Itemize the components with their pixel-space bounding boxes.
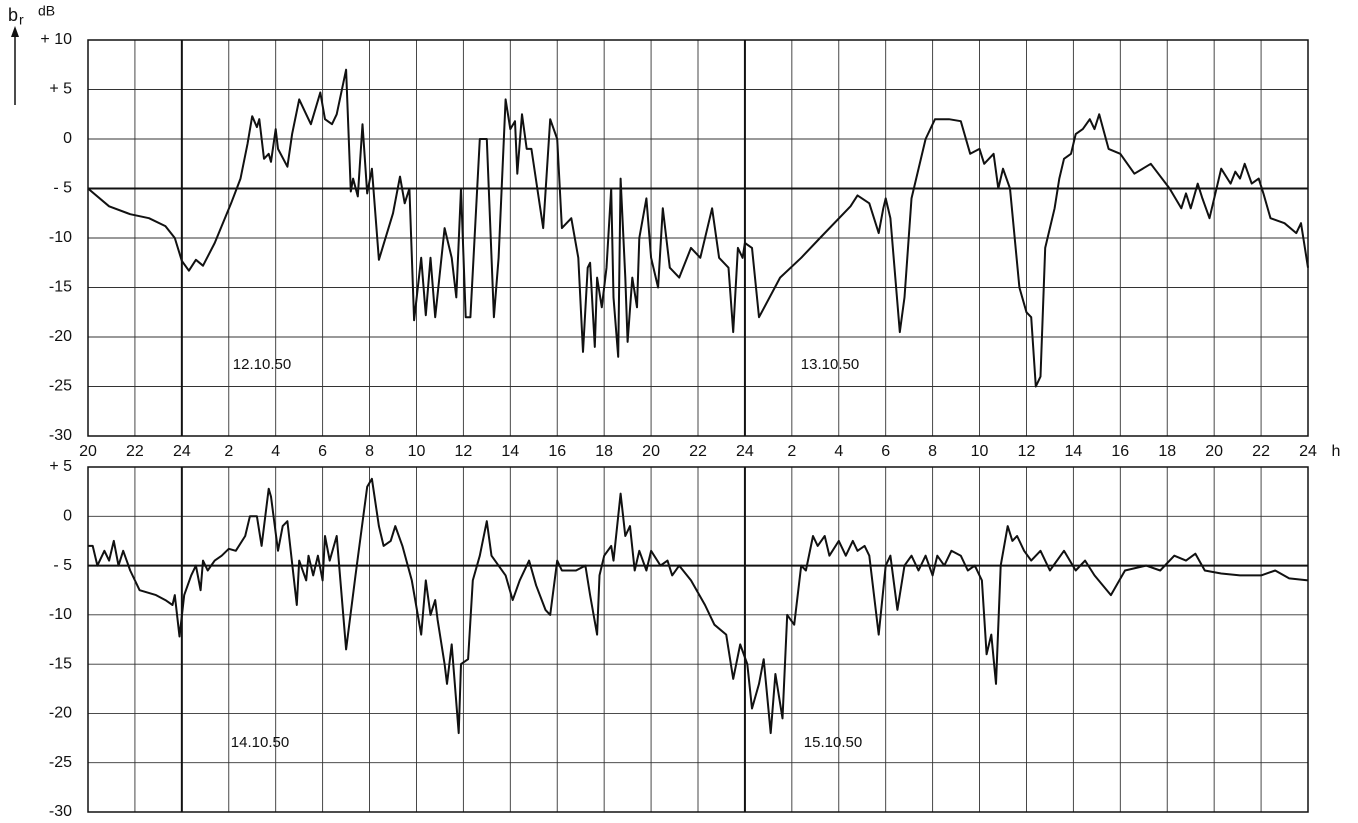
y-tick-label: -20 — [49, 705, 72, 722]
y-tick-label: -25 — [49, 378, 72, 395]
x-tick-label: 12 — [454, 443, 472, 460]
y-tick-label: 0 — [63, 130, 72, 147]
y-tick-label: -10 — [49, 229, 72, 246]
x-tick-label: 2 — [787, 443, 796, 460]
date-annotation: 12.10.50 — [233, 356, 291, 373]
x-tick-label: 22 — [1252, 443, 1270, 460]
x-tick-label: 24 — [736, 443, 754, 460]
x-tick-label: 4 — [271, 443, 280, 460]
x-tick-label: 4 — [834, 443, 843, 460]
y-axis-arrowhead — [11, 26, 19, 37]
x-tick-label: 18 — [1158, 443, 1176, 460]
x-tick-label: 14 — [501, 443, 519, 460]
x-tick-label: 10 — [971, 443, 989, 460]
plot-frame — [87, 39, 1309, 437]
x-tick-label: 22 — [126, 443, 144, 460]
plot-frame — [87, 466, 1309, 813]
y-tick-label: + 10 — [40, 31, 72, 48]
y-axis-label: b — [8, 5, 18, 25]
y-tick-label: -15 — [49, 655, 72, 672]
x-tick-label: 16 — [1111, 443, 1129, 460]
x-tick-label: 20 — [642, 443, 660, 460]
x-tick-label: 6 — [881, 443, 890, 460]
x-tick-label: 8 — [928, 443, 937, 460]
y-tick-label: + 5 — [49, 458, 72, 475]
x-tick-label: 16 — [548, 443, 566, 460]
date-annotation: 15.10.50 — [804, 734, 862, 751]
x-tick-label: 20 — [79, 443, 97, 460]
y-tick-label: 0 — [63, 508, 72, 525]
x-tick-label: 6 — [318, 443, 327, 460]
x-tick-label: 2 — [224, 443, 233, 460]
y-tick-label: -10 — [49, 606, 72, 623]
x-tick-label: 10 — [408, 443, 426, 460]
x-tick-label: 14 — [1064, 443, 1082, 460]
x-tick-label: 8 — [365, 443, 374, 460]
data-line — [88, 477, 1309, 735]
x-tick-label: 18 — [595, 443, 613, 460]
x-tick-label: 20 — [1205, 443, 1223, 460]
date-annotation: 13.10.50 — [801, 356, 859, 373]
y-tick-label: - 5 — [53, 180, 72, 197]
y-axis-label-subscript: r — [19, 12, 24, 28]
data-line — [87, 68, 1309, 388]
y-axis-unit: dB — [38, 3, 55, 19]
y-tick-label: + 5 — [49, 81, 72, 98]
y-tick-label: -25 — [49, 754, 72, 771]
x-tick-label: 24 — [1299, 443, 1317, 460]
x-axis-unit: h — [1332, 443, 1341, 460]
y-tick-label: - 5 — [53, 557, 72, 574]
x-tick-label: 22 — [689, 443, 707, 460]
y-tick-label: -30 — [49, 427, 72, 444]
x-tick-label: 12 — [1018, 443, 1036, 460]
y-tick-label: -15 — [49, 279, 72, 296]
x-tick-label: 24 — [173, 443, 191, 460]
y-tick-label: -20 — [49, 328, 72, 345]
y-tick-label: -30 — [49, 803, 72, 818]
date-annotation: 14.10.50 — [231, 734, 289, 751]
